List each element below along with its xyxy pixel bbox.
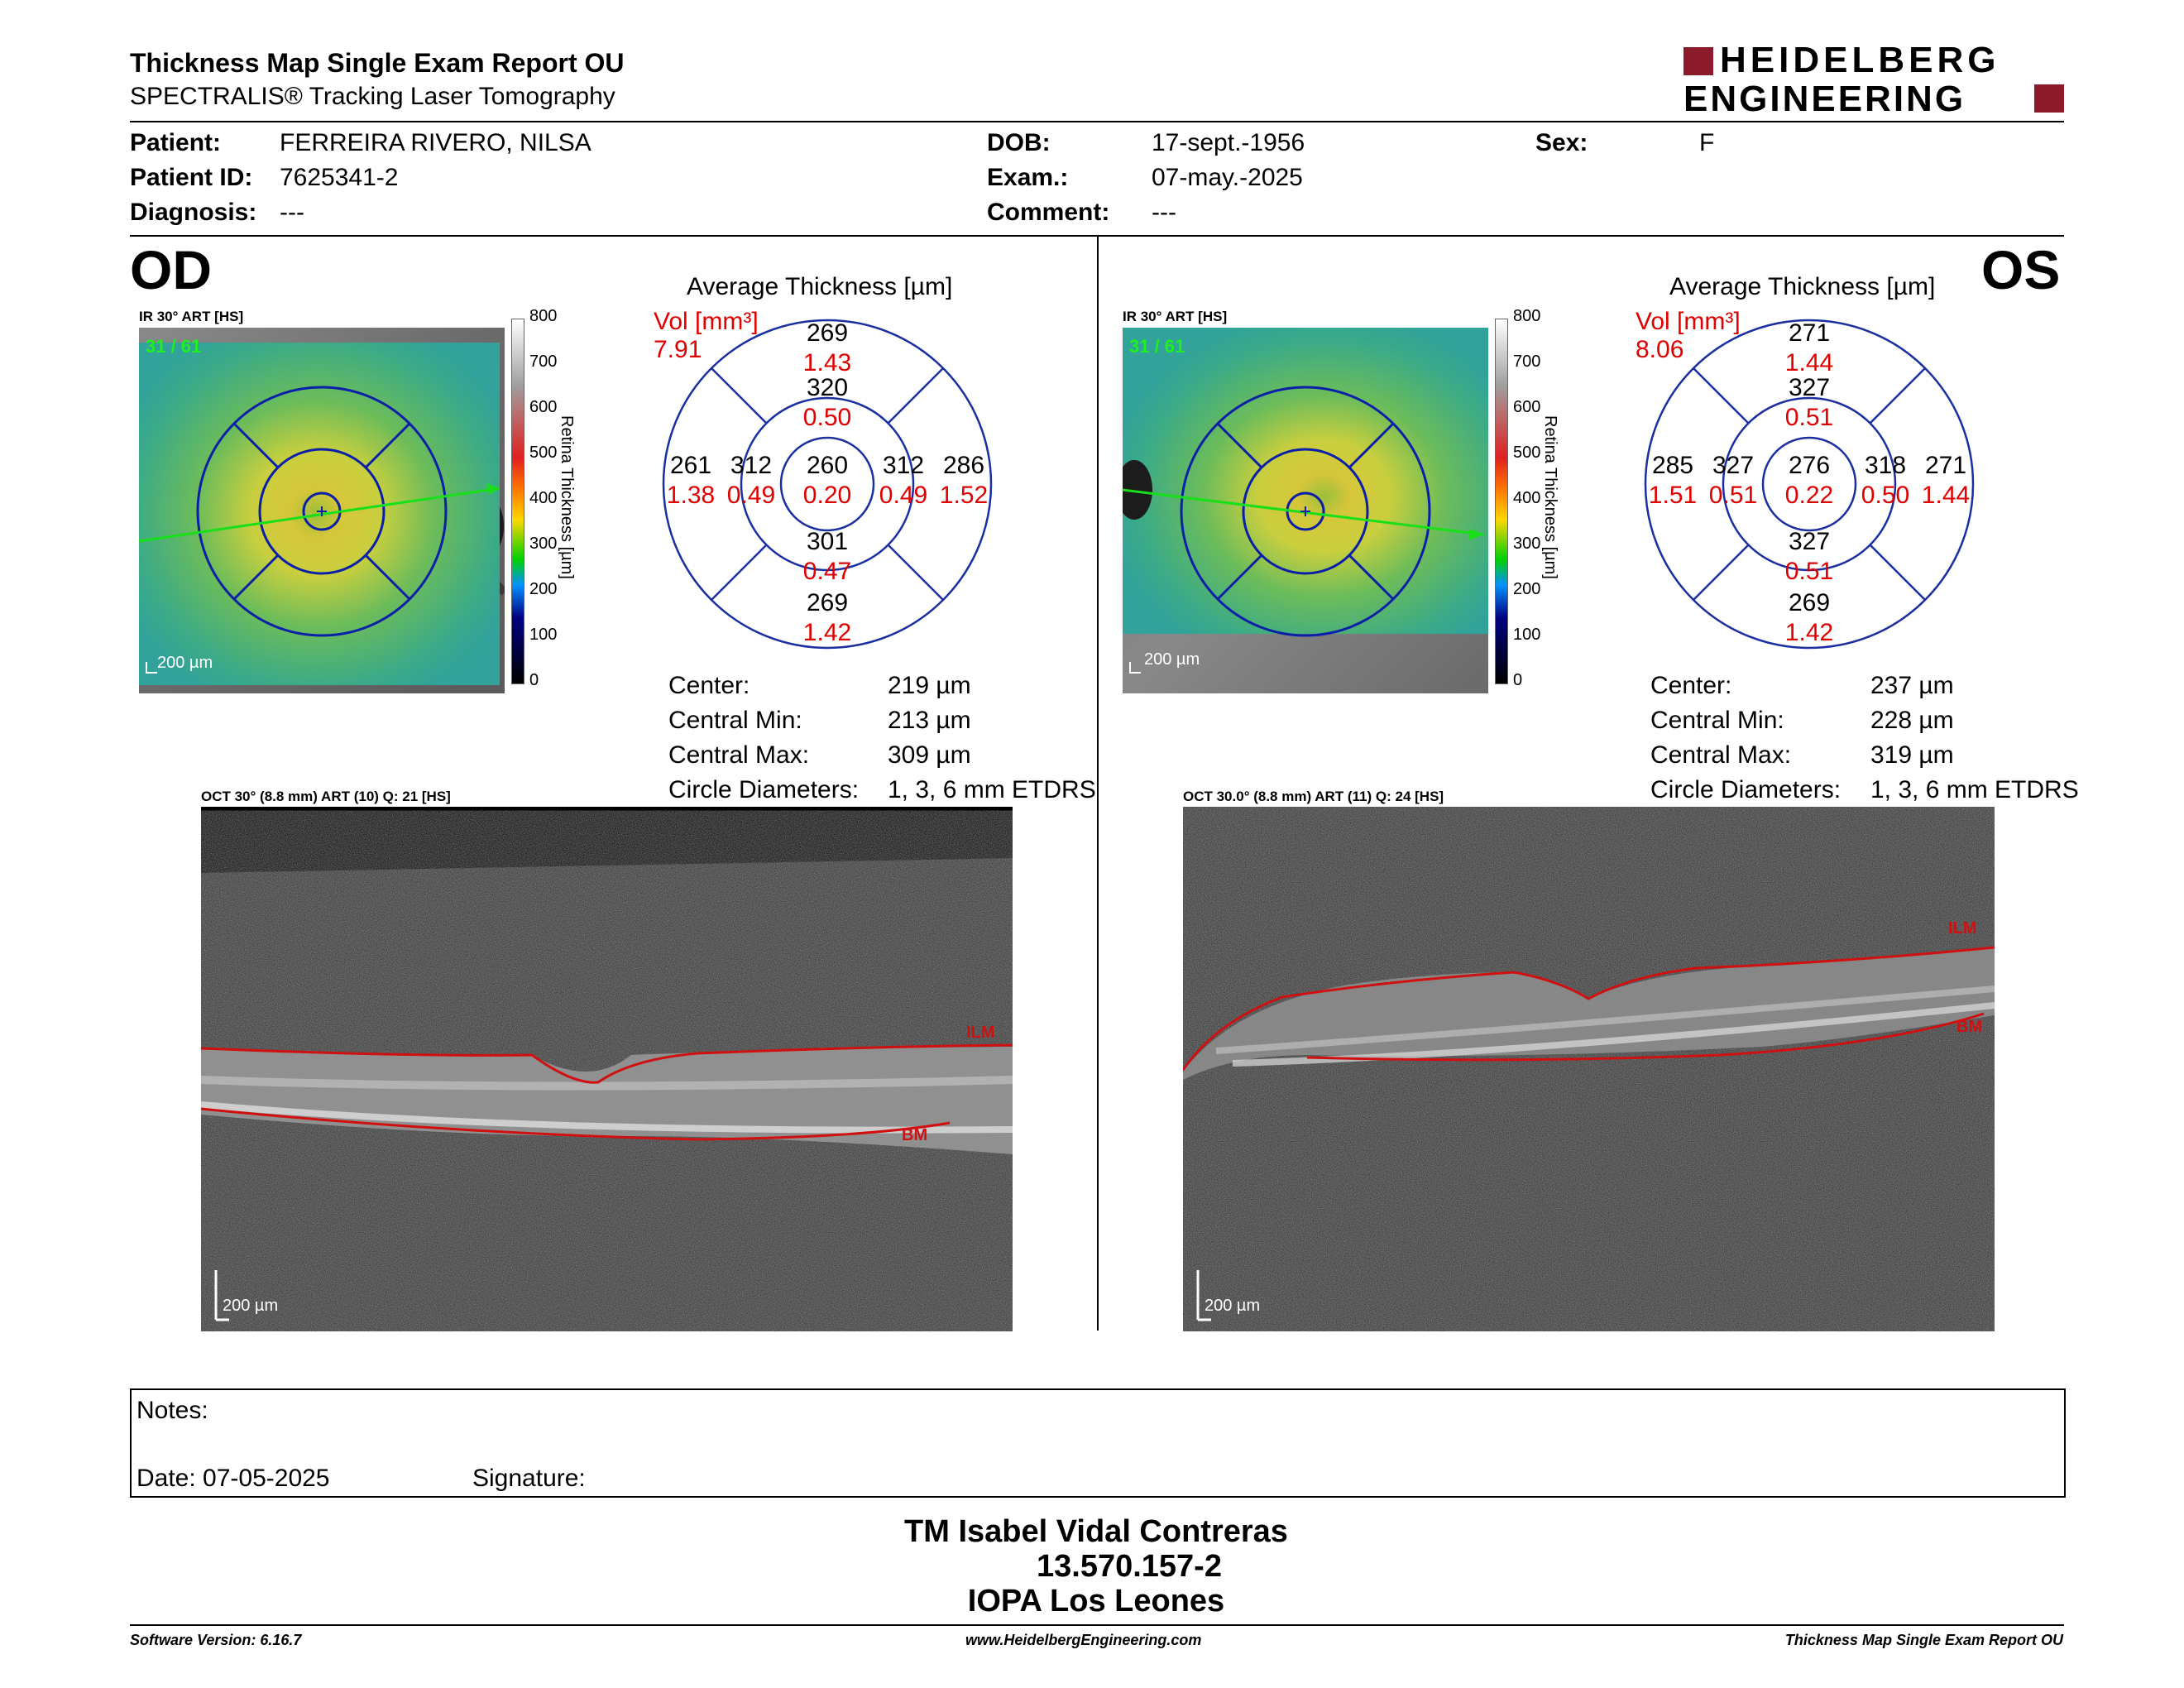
patient-id-label: Patient ID: (130, 164, 253, 191)
logo-text-bottom: ENGINEERING (1684, 79, 1966, 119)
patient-label: Patient: (130, 129, 222, 156)
header-divider (130, 121, 2064, 122)
report-subtitle: SPECTRALIS® Tracking Laser Tomography (130, 83, 615, 110)
od-ir-caption: IR 30° ART [HS] (139, 309, 244, 324)
os-temporal-inner: 327 0.51 (1708, 452, 1758, 509)
logo-text-top: HEIDELBERG (1720, 40, 2000, 80)
notes-label: Notes: (136, 1397, 208, 1424)
os-eye-label: OS (1981, 239, 2061, 300)
os-ir-caption: IR 30° ART [HS] (1123, 309, 1228, 324)
signer-name: TM Isabel Vidal Contreras (904, 1514, 1288, 1549)
footer-software: Software Version: 6.16.7 (130, 1632, 302, 1648)
od-nasal-outer: 286 1.52 (939, 452, 989, 509)
od-colorbar-ticks: 800 700 600 500 400 300 200 100 0 (529, 307, 558, 689)
comment-value: --- (1152, 199, 1176, 226)
od-avg-title: Average Thickness [µm] (687, 273, 953, 300)
os-stats-labels: Center: Central Min: Central Max: Circle… (1650, 672, 1842, 803)
diagnosis-value: --- (280, 199, 304, 226)
os-oct-bscan[interactable]: ILM BM 200 µm (1181, 807, 1995, 1331)
footer-report-name: Thickness Map Single Exam Report OU (1784, 1632, 2063, 1648)
eye-divider (1097, 237, 1099, 1331)
signer-id: 13.570.157-2 (1037, 1549, 1222, 1584)
patient-divider (130, 235, 2064, 237)
os-colorbar (1495, 319, 1508, 684)
od-etdrs-grid (662, 319, 993, 650)
os-scale-label: 200 µm (1144, 650, 1200, 669)
os-inferior-inner: 327 0.51 (1784, 528, 1834, 585)
os-inferior-outer: 269 1.42 (1784, 589, 1834, 646)
od-inferior-inner: 301 0.47 (802, 528, 852, 585)
od-oct-bscan[interactable]: ILM BM 200 µm (200, 807, 1013, 1331)
os-volume: Vol [mm³] 8.06 (1636, 308, 1741, 364)
os-nasal-outer: 271 1.44 (1921, 452, 1971, 509)
os-scale-bar (1129, 662, 1141, 674)
dob-value: 17-sept.-1956 (1152, 129, 1305, 156)
od-ir-thickness-map[interactable]: 31 / 61 200 µm (138, 328, 508, 693)
notes-box[interactable]: Notes: Date: 07-05-2025 Signature: (130, 1388, 2066, 1498)
os-colorbar-ticks: 800 700 600 500 400 300 200 100 0 (1513, 307, 1541, 689)
report-title: Thickness Map Single Exam Report OU (130, 48, 625, 78)
footer-divider (130, 1624, 2064, 1626)
od-oct-scale: 200 µm (223, 1297, 279, 1315)
os-superior-outer: 271 1.44 (1784, 319, 1834, 376)
heidelberg-logo: HEIDELBERG ENGINEERING (1684, 42, 2064, 119)
os-bm-label: BM (1956, 1018, 1983, 1036)
os-ilm-label: ILM (1948, 919, 1977, 938)
exam-label: Exam.: (987, 164, 1069, 191)
od-ilm-label: ILM (966, 1024, 995, 1042)
os-center: 276 0.22 (1784, 452, 1834, 509)
os-etdrs-grid (1644, 319, 1975, 650)
od-stats-labels: Center: Central Min: Central Max: Circle… (668, 672, 860, 803)
sex-label: Sex: (1535, 129, 1588, 156)
os-oct-scale: 200 µm (1205, 1297, 1261, 1315)
od-temporal-inner: 312 0.49 (726, 452, 776, 509)
os-frame-counter: 31 / 61 (1129, 336, 1185, 357)
od-colorbar (511, 319, 524, 684)
sex-value: F (1699, 129, 1715, 156)
dob-label: DOB: (987, 129, 1051, 156)
logo-block-bottom (2034, 84, 2064, 113)
od-etdrs-values: 269 1.43 320 0.50 260 0.20 261 1.38 312 0.49 … (662, 319, 993, 650)
exam-value: 07-may.-2025 (1152, 164, 1303, 191)
os-nasal-inner: 318 0.50 (1861, 452, 1910, 509)
od-nasal-inner: 312 0.49 (879, 452, 928, 509)
comment-label: Comment: (987, 199, 1110, 226)
os-temporal-outer: 285 1.51 (1648, 452, 1698, 509)
od-volume: Vol [mm³] 7.91 (654, 308, 759, 364)
patient-name: FERREIRA RIVERO, NILSA (280, 129, 592, 156)
od-temporal-outer: 261 1.38 (666, 452, 716, 509)
os-colorbar-title: Retina Thickness [µm] (1541, 415, 1559, 579)
od-colorbar-title: Retina Thickness [µm] (558, 415, 576, 579)
od-oct-caption: OCT 30° (8.8 mm) ART (10) Q: 21 [HS] (201, 789, 451, 804)
od-bm-label: BM (902, 1126, 928, 1144)
logo-block-top (1684, 47, 1713, 75)
os-avg-title: Average Thickness [µm] (1669, 273, 1936, 300)
od-vol-label: Vol [mm³] (654, 308, 759, 335)
od-superior-outer: 269 1.43 (802, 319, 852, 376)
od-frame-counter: 31 / 61 (146, 336, 202, 357)
od-inferior-outer: 269 1.42 (802, 589, 852, 646)
os-oct-caption: OCT 30.0° (8.8 mm) ART (11) Q: 24 [HS] (1183, 789, 1444, 804)
od-scale-bar (146, 662, 157, 674)
patient-id: 7625341-2 (280, 164, 399, 191)
signer-block: TM Isabel Vidal Contreras 13.570.157-2 I… (745, 1514, 1448, 1618)
os-etdrs-values: 271 1.44 327 0.51 276 0.22 285 1.51 327 0.51 … (1644, 319, 1975, 650)
od-superior-inner: 320 0.50 (802, 374, 852, 431)
os-vol-value: 8.06 (1636, 336, 1684, 363)
footer-website[interactable]: www.HeidelbergEngineering.com (965, 1632, 1202, 1648)
os-stats-values: 237 µm 228 µm 319 µm 1, 3, 6 mm ETDRS (1870, 672, 2079, 803)
os-ir-thickness-map[interactable]: 31 / 61 200 µm (1116, 328, 1488, 693)
notes-date: Date: 07-05-2025 (136, 1465, 330, 1492)
notes-signature-label: Signature: (472, 1465, 586, 1492)
od-vol-value: 7.91 (654, 336, 702, 363)
od-scale-label: 200 µm (157, 654, 213, 672)
os-superior-inner: 327 0.51 (1784, 374, 1834, 431)
os-vol-label: Vol [mm³] (1636, 308, 1741, 335)
od-eye-label: OD (130, 239, 212, 300)
signer-org: IOPA Los Leones (967, 1584, 1225, 1618)
od-center: 260 0.20 (802, 452, 852, 509)
diagnosis-label: Diagnosis: (130, 199, 257, 226)
od-stats-values: 219 µm 213 µm 309 µm 1, 3, 6 mm ETDRS (888, 672, 1096, 803)
